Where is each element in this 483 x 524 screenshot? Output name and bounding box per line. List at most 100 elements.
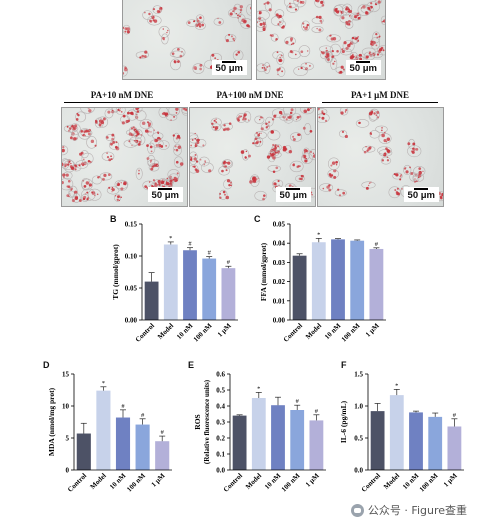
- lipid-droplet: [303, 109, 308, 114]
- lipid-droplet: [70, 166, 75, 170]
- cell-outline: [257, 63, 267, 73]
- lipid-droplet: [294, 8, 298, 11]
- y-tick-label: 0.0: [216, 467, 225, 475]
- lipid-droplet: [221, 169, 224, 173]
- lipid-droplet: [245, 150, 248, 153]
- lipid-droplet: [272, 170, 275, 173]
- lipid-droplet: [162, 28, 165, 30]
- lipid-droplet: [331, 174, 334, 177]
- lipid-droplet: [290, 43, 293, 46]
- lipid-droplet: [212, 126, 215, 129]
- lipid-droplet: [214, 57, 217, 60]
- lipid-droplet: [279, 56, 281, 59]
- cell-stain-layer: [190, 108, 315, 201]
- bar: [331, 239, 345, 320]
- lipid-droplet: [204, 160, 206, 162]
- lipid-droplet: [384, 131, 386, 134]
- lipid-droplet: [368, 146, 372, 150]
- lipid-droplet: [259, 140, 262, 143]
- cell-outline: [126, 109, 138, 121]
- lipid-droplet: [331, 55, 335, 59]
- lipid-droplet: [135, 139, 139, 143]
- lipid-droplet: [309, 129, 313, 133]
- lipid-droplet: [124, 30, 127, 33]
- cell-outline: [289, 160, 304, 173]
- lipid-droplet: [306, 108, 310, 112]
- cell-outline: [135, 51, 149, 59]
- lipid-droplet: [114, 195, 117, 197]
- cell-outline: [195, 14, 205, 24]
- bar: [370, 411, 385, 470]
- lipid-droplet: [224, 193, 226, 196]
- lipid-droplet: [386, 137, 391, 141]
- lipid-droplet: [300, 174, 303, 178]
- lipid-droplet: [237, 17, 239, 19]
- cell-outline: [213, 17, 224, 26]
- condition-label-1um: PA+1 μM DNE: [322, 90, 438, 103]
- lipid-droplet: [193, 157, 197, 161]
- x-tick-label: 1 μM: [150, 471, 167, 488]
- lipid-droplet: [338, 194, 342, 197]
- lipid-droplet: [266, 66, 269, 68]
- x-tick-label: Control: [282, 322, 304, 344]
- lipid-droplet: [201, 23, 205, 27]
- lipid-droplet: [302, 26, 305, 28]
- y-tick-label: 1.5: [354, 371, 363, 379]
- cell-outline: [166, 113, 178, 121]
- lipid-droplet: [120, 111, 123, 113]
- y-tick-label: 0.10: [125, 253, 138, 261]
- lipid-droplet: [228, 33, 231, 36]
- lipid-droplet: [341, 130, 345, 134]
- lipid-droplet: [276, 51, 279, 54]
- lipid-droplet: [151, 164, 155, 168]
- lipid-droplet: [115, 141, 118, 144]
- lipid-droplet: [194, 132, 196, 135]
- cell-outline: [190, 164, 199, 174]
- lipid-droplet: [386, 159, 390, 162]
- lipid-droplet: [126, 27, 130, 31]
- lipid-droplet: [193, 20, 196, 23]
- cell-outline: [270, 33, 279, 42]
- lipid-droplet: [337, 188, 340, 191]
- lipid-droplet: [411, 150, 415, 154]
- lipid-droplet: [256, 140, 260, 144]
- condition-label-10nm: PA+10 nM DNE: [64, 90, 180, 103]
- lipid-droplet: [357, 36, 360, 38]
- bar: [271, 405, 285, 470]
- cell-outline: [196, 139, 207, 148]
- lipid-droplet: [227, 161, 231, 165]
- lipid-droplet: [377, 0, 381, 4]
- cell-outline: [72, 193, 81, 203]
- significance-mark: #: [375, 241, 379, 248]
- lipid-droplet: [158, 6, 163, 11]
- lipid-droplet: [261, 67, 264, 69]
- lipid-droplet: [441, 192, 443, 197]
- lipid-droplet: [111, 186, 114, 189]
- lipid-droplet: [83, 184, 87, 188]
- cell-outline: [192, 63, 205, 74]
- cell-outline: [70, 129, 79, 141]
- lipid-droplet: [381, 133, 385, 138]
- lipid-droplet: [94, 144, 97, 147]
- lipid-droplet: [123, 72, 125, 75]
- lipid-droplet: [320, 51, 323, 53]
- x-tick-label: Control: [134, 322, 156, 344]
- cell-outline: [133, 128, 143, 139]
- cell-outline: [105, 134, 116, 142]
- lipid-droplet: [292, 42, 295, 45]
- lipid-droplet: [242, 116, 245, 119]
- lipid-droplet: [117, 108, 120, 111]
- lipid-droplet: [66, 125, 69, 128]
- lipid-droplet: [355, 55, 357, 57]
- cell-outline: [106, 186, 120, 195]
- lipid-droplet: [272, 156, 276, 160]
- lipid-droplet: [293, 163, 295, 165]
- lipid-droplet: [237, 15, 239, 17]
- lipid-droplet: [309, 65, 311, 67]
- lipid-droplet: [108, 158, 112, 162]
- y-axis-label: FFA (mmol/gprot): [259, 242, 268, 301]
- lipid-droplet: [224, 127, 228, 131]
- lipid-droplet: [144, 11, 146, 14]
- lipid-droplet: [177, 145, 182, 150]
- panel-letter-c: C: [254, 214, 261, 224]
